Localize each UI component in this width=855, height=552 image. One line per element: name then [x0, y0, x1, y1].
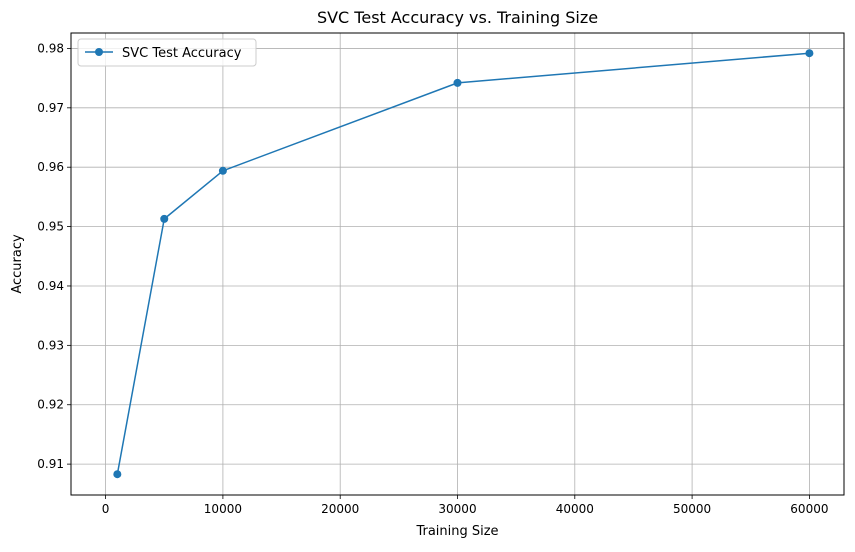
- y-tick-label: 0.97: [37, 101, 64, 115]
- data-point: [113, 470, 122, 479]
- data-point: [160, 214, 169, 223]
- x-axis-label: Training Size: [415, 524, 498, 539]
- y-tick-label: 0.98: [37, 41, 64, 55]
- x-tick-label: 20000: [321, 502, 359, 516]
- data-point: [218, 166, 227, 175]
- x-tick-label: 60000: [790, 502, 828, 516]
- y-tick-label: 0.96: [37, 160, 64, 174]
- x-tick-label: 50000: [673, 502, 711, 516]
- y-tick-label: 0.95: [37, 220, 64, 234]
- legend: SVC Test Accuracy: [77, 38, 257, 67]
- x-tick-label: 0: [102, 502, 110, 516]
- y-tick-label: 0.91: [37, 457, 64, 471]
- x-tick-label: 30000: [438, 502, 476, 516]
- legend-label: SVC Test Accuracy: [122, 46, 242, 61]
- chart-title: SVC Test Accuracy vs. Training Size: [317, 8, 598, 27]
- y-axis-label: Accuracy: [10, 234, 25, 294]
- data-point: [805, 49, 814, 58]
- legend-marker-swatch: [95, 48, 103, 56]
- legend-box: [77, 38, 257, 67]
- data-point: [453, 78, 462, 87]
- x-tick-label: 10000: [204, 502, 242, 516]
- x-tick-label: 40000: [556, 502, 594, 516]
- y-tick-label: 0.93: [37, 338, 64, 352]
- y-tick-label: 0.94: [37, 279, 64, 293]
- plot-frame: [70, 32, 845, 496]
- y-tick-label: 0.92: [37, 398, 64, 412]
